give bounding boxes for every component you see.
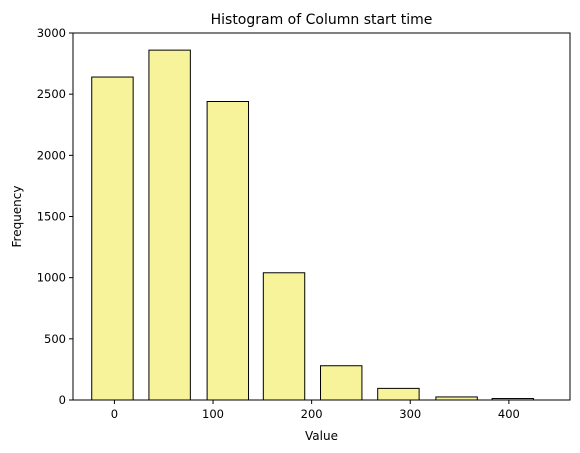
bar-2 [206, 101, 250, 401]
plot-frame [72, 32, 571, 401]
x-tick-label-3: 300 [399, 407, 421, 421]
x-tick-label-4: 400 [498, 407, 520, 421]
x-tick-label-2: 200 [301, 407, 323, 421]
y-tick-label-1: 500 [44, 332, 66, 346]
x-tick-label-0: 0 [111, 407, 118, 421]
bar-0 [91, 76, 134, 401]
y-tick-label-3: 1500 [37, 210, 66, 224]
y-tick-label-0: 0 [59, 393, 66, 407]
y-tick-label-4: 2000 [37, 148, 66, 162]
chart-title: Histogram of Column start time [211, 12, 433, 28]
bar-3 [262, 272, 306, 401]
bar-5 [377, 387, 420, 401]
bars-group [91, 49, 535, 401]
y-tick-label-5: 2500 [37, 87, 66, 101]
x-axis-title: Value [305, 429, 338, 443]
bar-1 [148, 49, 191, 401]
y-tick-label-6: 3000 [37, 26, 66, 40]
bar-4 [320, 365, 363, 401]
x-tick-label-1: 100 [202, 407, 224, 421]
y-axis-title: Frequency [10, 186, 24, 248]
y-tick-label-2: 1000 [37, 271, 66, 285]
axes-group: 0 100 200 300 400 0 500 1000 1500 2000 2500 3000 [37, 26, 571, 421]
